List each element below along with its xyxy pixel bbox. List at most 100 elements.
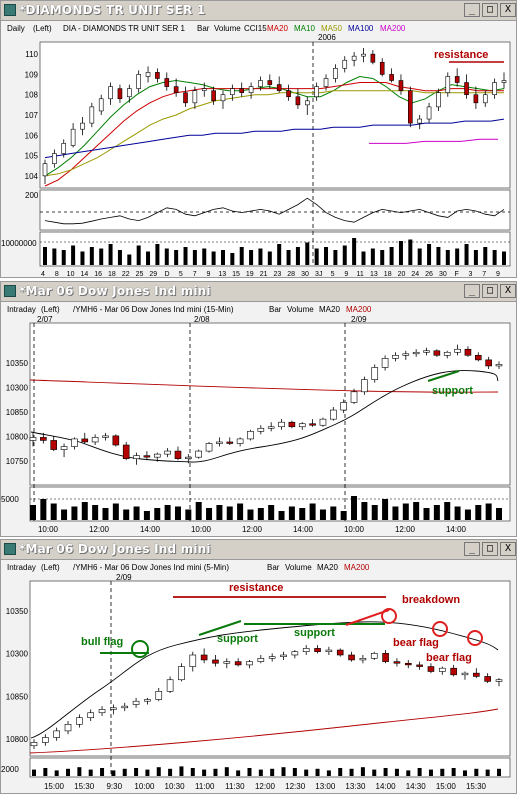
close-button[interactable]: X	[500, 284, 516, 298]
header-axis-side: (Left)	[33, 24, 52, 33]
bear-flag-label-2: bear flag	[426, 652, 472, 664]
intraday-5min-candle	[166, 676, 174, 693]
daily-candle	[220, 90, 226, 109]
volume-bar	[406, 770, 411, 776]
maximize-button[interactable]: □	[482, 542, 498, 556]
daily-candle	[42, 159, 48, 184]
maximize-button[interactable]: □	[482, 284, 498, 298]
volume-bar	[352, 238, 357, 265]
volume-bar	[145, 769, 150, 776]
title-bar[interactable]: *Mar 06 Dow Jones Ind mini _ □ X	[1, 540, 516, 560]
time-tick-label: 10:00	[134, 782, 155, 791]
price-panel	[29, 322, 511, 486]
intraday-5min-candle	[348, 651, 355, 662]
daily-candle	[492, 78, 497, 99]
intraday-15min-candle	[392, 352, 399, 362]
candle-body	[153, 453, 161, 458]
candle-body	[404, 662, 412, 666]
volume-bar	[174, 506, 181, 520]
intraday-15min-candle	[112, 434, 120, 447]
date-tick-label: 26	[425, 271, 433, 278]
candle-body	[342, 59, 348, 69]
date-tick-label: 16	[94, 271, 102, 278]
intraday-5min-chart[interactable]: Intraday (Left) /YMH6 - Mar 06 Dow Jones…	[1, 559, 516, 794]
date-tick-label: 22	[122, 271, 130, 278]
intraday-15min-candle	[350, 388, 358, 404]
time-tick-label: 15:30	[74, 782, 95, 791]
minimize-button[interactable]: _	[464, 284, 480, 298]
intraday-15min-chart[interactable]: Intraday (Left) /YMH6 - Mar 06 Dow Jones…	[1, 301, 516, 537]
candle-body	[91, 437, 99, 443]
candle-body	[108, 86, 113, 100]
intraday-5min-candle	[212, 655, 219, 667]
daily-candle	[323, 74, 329, 91]
intraday-5min-candle	[359, 655, 367, 664]
minimize-button[interactable]: _	[464, 3, 480, 17]
intraday-15min-candle	[236, 437, 244, 447]
volume-bar	[371, 505, 378, 520]
header-cci: CCI15	[244, 24, 267, 33]
volume-bar	[360, 767, 365, 776]
time-tick-label: 14:00	[376, 782, 397, 791]
candle-body	[304, 100, 310, 106]
candle-body	[42, 737, 49, 743]
candle-body	[450, 667, 457, 676]
title-bar[interactable]: *DIAMONDS TR UNIT SER 1 _ □ X	[1, 1, 516, 21]
time-tick-label: 14:00	[140, 525, 161, 534]
close-button[interactable]: X	[500, 3, 516, 17]
intraday-5min-candle	[200, 648, 208, 664]
daily-chart[interactable]: Daily (Left) DIA - DIAMONDS TR UNIT SER …	[1, 20, 516, 278]
ma200-line	[29, 708, 499, 754]
volume-bar	[270, 768, 275, 776]
header-ma100: MA100	[348, 24, 374, 33]
candle-body	[350, 391, 358, 403]
candle-body	[423, 350, 430, 353]
volume-bar	[247, 509, 254, 520]
volume-bar	[483, 247, 488, 265]
date-tick-label: 9	[207, 271, 211, 278]
volume-bar	[30, 505, 36, 520]
date-tick-label: 15	[232, 271, 240, 278]
minimize-button[interactable]: _	[464, 542, 480, 556]
volume-bar	[451, 768, 456, 776]
candle-body	[359, 658, 367, 661]
time-tick-label: 10:00	[38, 525, 59, 534]
intraday-5min-candle	[189, 651, 197, 672]
volume-bar	[383, 768, 388, 776]
maximize-button[interactable]: □	[482, 3, 498, 17]
close-button[interactable]: X	[500, 542, 516, 556]
daily-candle	[117, 84, 123, 103]
candle-body	[30, 742, 38, 747]
candle-body	[314, 648, 321, 653]
intraday-5min-candle	[438, 666, 446, 675]
intraday-15min-candle	[464, 346, 472, 357]
candle-body	[42, 163, 48, 177]
intraday-5min-candle	[121, 702, 129, 712]
session-label-3: 2/09	[351, 315, 367, 324]
volume-bar	[123, 509, 130, 520]
intraday-5min-candle	[30, 739, 38, 750]
candle-body	[87, 712, 95, 718]
date-tick-label: 18	[108, 271, 116, 278]
intraday-5min-candle	[42, 734, 49, 746]
price-panel	[29, 580, 511, 757]
volume-bar	[361, 251, 366, 265]
intraday-15min-candle	[91, 434, 99, 445]
candle-body	[40, 437, 47, 441]
candle-body	[166, 679, 174, 692]
intraday-15min-candle	[40, 432, 47, 444]
date-tick-label: 13	[218, 271, 226, 278]
title-bar[interactable]: *Mar 06 Dow Jones Ind mini _ □ X	[1, 282, 516, 302]
candle-body	[110, 707, 117, 710]
intraday-5min-candle	[53, 727, 60, 741]
volume-bar	[32, 769, 36, 776]
volume-bar	[351, 496, 358, 520]
candle-body	[239, 88, 245, 93]
daily-candle	[211, 86, 216, 105]
intraday-5min-candle	[144, 697, 151, 705]
volume-bar	[52, 248, 57, 265]
volume-bar	[445, 250, 450, 265]
candle-body	[76, 717, 83, 725]
daily-candle	[127, 84, 132, 103]
volume-bar	[164, 505, 171, 520]
